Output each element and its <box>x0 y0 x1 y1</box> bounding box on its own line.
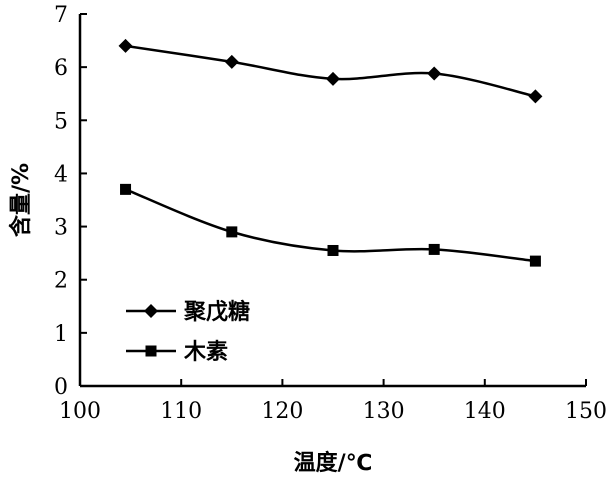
y-tick-label-4: 4 <box>54 162 68 187</box>
x-tick-label-110: 110 <box>160 399 202 424</box>
axes <box>78 14 586 388</box>
legend-marker-diamond <box>144 304 158 318</box>
x-tick-label-140: 140 <box>464 399 506 424</box>
x-tick-label-130: 130 <box>363 399 405 424</box>
series-group <box>118 38 543 267</box>
data-point-0-3 <box>427 66 442 81</box>
x-tick-label-150: 150 <box>565 399 607 424</box>
data-point-1-0 <box>120 183 132 195</box>
y-tick-label-1: 1 <box>54 322 68 347</box>
data-point-1-4 <box>529 255 541 267</box>
y-axis-ticks: 0 1 2 3 4 5 6 7 <box>54 3 87 400</box>
series-0 <box>118 38 543 104</box>
legend-label-pentosan: 聚戊糖 <box>183 299 250 325</box>
x-axis-label: 温度/℃ <box>294 450 373 476</box>
y-tick-label-7: 7 <box>54 3 68 28</box>
y-tick-label-2: 2 <box>54 269 68 294</box>
legend: 聚戊糖 木素 <box>126 299 250 365</box>
y-tick-label-3: 3 <box>54 216 68 241</box>
data-point-0-0 <box>118 38 133 53</box>
y-axis-label: 含量/% <box>8 163 34 237</box>
series-1 <box>120 183 541 267</box>
legend-marker-square <box>145 345 157 357</box>
data-point-1-1 <box>226 226 238 238</box>
data-point-0-2 <box>326 71 340 86</box>
y-tick-label-6: 6 <box>54 56 68 81</box>
data-point-1-2 <box>327 244 339 256</box>
legend-label-lignin: 木素 <box>183 339 228 365</box>
data-point-1-3 <box>428 243 440 255</box>
x-axis-ticks: 100 110 120 130 140 150 <box>59 379 607 424</box>
y-tick-label-0: 0 <box>54 375 68 400</box>
y-tick-label-5: 5 <box>54 109 68 134</box>
data-point-0-4 <box>528 89 543 104</box>
legend-item-pentosan: 聚戊糖 <box>126 299 250 325</box>
series-line-0 <box>125 44 536 98</box>
x-tick-label-100: 100 <box>59 399 101 424</box>
x-tick-label-120: 120 <box>261 399 303 424</box>
data-point-0-1 <box>224 54 239 69</box>
legend-item-lignin: 木素 <box>126 339 228 365</box>
